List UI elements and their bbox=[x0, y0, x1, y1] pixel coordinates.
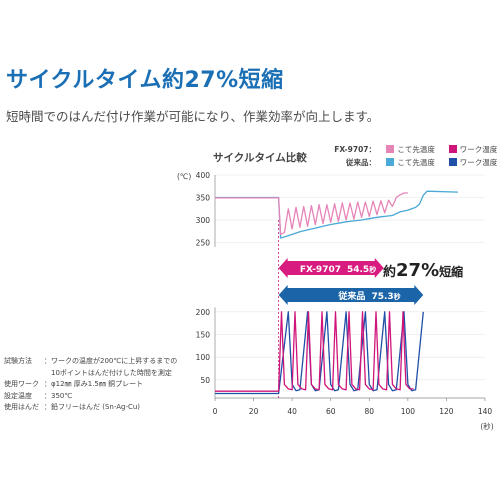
fx-time-label: FX-9707 54.5秒 bbox=[300, 265, 376, 275]
legend-swatch-old-tip bbox=[386, 158, 395, 166]
x-tick-label: 140 bbox=[478, 407, 493, 416]
x-unit-label: (秒) bbox=[480, 421, 493, 431]
series-fx-work-line bbox=[215, 311, 414, 392]
legend-swatch-fx-tip bbox=[386, 145, 395, 153]
x-tick-label: 80 bbox=[365, 407, 375, 416]
bottom-y-tick-label: 150 bbox=[196, 330, 211, 339]
chart-title: サイクルタイム比較 bbox=[213, 152, 307, 164]
bottom-y-tick-label: 200 bbox=[196, 308, 211, 317]
legend-label-old-tip: こて先温度 bbox=[397, 158, 435, 167]
series-old-tip-line bbox=[215, 190, 459, 239]
legend-swatch-old-work bbox=[448, 158, 457, 166]
x-tick-label: 40 bbox=[287, 407, 297, 416]
fx-time-arrow bbox=[278, 258, 384, 278]
legend-product-fx: FX-9707： bbox=[334, 145, 376, 154]
legend-label-fx-tip: こて先温度 bbox=[397, 145, 435, 154]
x-tick-label: 20 bbox=[249, 407, 259, 416]
legend-swatch-fx-work bbox=[448, 145, 457, 153]
subline: 短時間でのはんだ付け作業が可能になり、作業効率が向上します。 bbox=[6, 109, 380, 124]
condition-temperature: 設定温度 ：350℃ bbox=[4, 391, 73, 400]
condition-method-cont: 10ポイントはんだ付けした時間を測定 bbox=[44, 368, 172, 377]
headline: サイクルタイム約27%短縮 bbox=[6, 68, 284, 93]
top-y-tick-label: 250 bbox=[196, 239, 211, 248]
reduction-callout: 約27%短縮 bbox=[383, 260, 463, 281]
y-unit-label: (℃) bbox=[177, 172, 191, 181]
series-fx-tip-line bbox=[215, 192, 408, 236]
legend-row-fx: FX-9707： こて先温度 ワーク温度 bbox=[324, 144, 500, 156]
x-tick-label: 100 bbox=[401, 407, 416, 416]
condition-work: 使用ワーク ：φ12㎜ 厚み1.5㎜ 銅プレート bbox=[4, 380, 144, 388]
bottom-y-tick-label: 50 bbox=[200, 376, 210, 385]
x-tick-label: 0 bbox=[213, 407, 218, 416]
x-tick-label: 60 bbox=[326, 407, 336, 416]
top-y-tick-label: 300 bbox=[196, 216, 211, 225]
legend-label-fx-work: ワーク温度 bbox=[459, 145, 498, 154]
x-tick-label: 120 bbox=[439, 407, 454, 416]
top-y-tick-label: 350 bbox=[196, 194, 211, 203]
legend-product-old: 従来品： bbox=[346, 158, 376, 167]
condition-solder: 使用はんだ ：鉛フリーはんだ (Sn-Ag-Cu) bbox=[4, 403, 141, 411]
legend: FX-9707： こて先温度 ワーク温度 従来品： こて先温度 ワーク温度 bbox=[324, 142, 500, 172]
old-time-label: 従来品 75.3秒 bbox=[337, 290, 400, 302]
top-y-tick-label: 400 bbox=[196, 171, 211, 180]
series-old-work-line bbox=[215, 311, 424, 395]
legend-row-old: 従来品： こて先温度 ワーク温度 bbox=[324, 157, 500, 169]
condition-method: 試験方法 ：ワークの温度が200℃に上昇するまでの bbox=[4, 357, 178, 365]
legend-label-old-work: ワーク温度 bbox=[459, 158, 498, 167]
old-time-arrow bbox=[278, 285, 424, 305]
bottom-y-tick-label: 100 bbox=[196, 353, 211, 362]
test-conditions: 試験方法 ：ワークの温度が200℃に上昇するまでの 10ポイントはんだ付けした時間… bbox=[4, 356, 204, 414]
